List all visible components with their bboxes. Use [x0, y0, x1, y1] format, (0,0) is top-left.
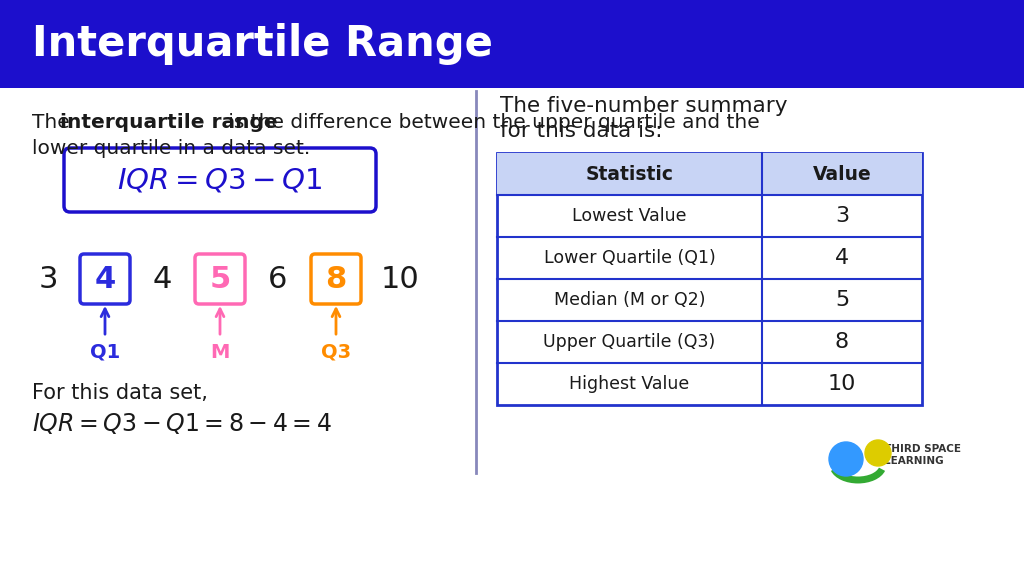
Text: 4: 4: [153, 264, 172, 293]
Text: The five-number summary: The five-number summary: [500, 96, 787, 116]
Circle shape: [829, 442, 863, 476]
Text: 10: 10: [381, 264, 420, 293]
FancyBboxPatch shape: [0, 0, 1024, 88]
FancyBboxPatch shape: [497, 153, 922, 195]
Text: THIRD SPACE: THIRD SPACE: [884, 444, 961, 454]
Text: lower quartile in a data set.: lower quartile in a data set.: [32, 138, 310, 157]
Text: for this data is:: for this data is:: [500, 121, 663, 141]
Text: 10: 10: [827, 374, 856, 394]
FancyBboxPatch shape: [63, 148, 376, 212]
Text: 8: 8: [326, 264, 347, 293]
Circle shape: [865, 440, 891, 466]
Text: interquartile range: interquartile range: [60, 113, 278, 132]
Text: 3: 3: [38, 264, 57, 293]
Text: For this data set,: For this data set,: [32, 383, 208, 403]
Text: LEARNING: LEARNING: [884, 456, 944, 466]
Text: Median (M or Q2): Median (M or Q2): [554, 291, 706, 309]
FancyBboxPatch shape: [195, 254, 245, 304]
Text: $IQR = Q3 - Q1 = 8 - 4 = 4$: $IQR = Q3 - Q1 = 8 - 4 = 4$: [32, 411, 332, 436]
Text: 3: 3: [835, 206, 849, 226]
Text: 4: 4: [835, 248, 849, 268]
Text: 6: 6: [268, 264, 288, 293]
Text: Lower Quartile (Q1): Lower Quartile (Q1): [544, 249, 716, 267]
Text: is the difference between the upper quartile and the: is the difference between the upper quar…: [222, 113, 760, 132]
Text: 4: 4: [94, 264, 116, 293]
Text: $IQR = Q3 - Q1$: $IQR = Q3 - Q1$: [117, 166, 323, 194]
FancyBboxPatch shape: [497, 153, 922, 405]
Text: Lowest Value: Lowest Value: [572, 207, 687, 225]
FancyBboxPatch shape: [311, 254, 361, 304]
Text: Value: Value: [813, 164, 871, 184]
Text: Upper Quartile (Q3): Upper Quartile (Q3): [544, 333, 716, 351]
Text: The: The: [32, 113, 76, 132]
FancyBboxPatch shape: [80, 254, 130, 304]
Text: M: M: [210, 343, 229, 362]
Text: Highest Value: Highest Value: [569, 375, 689, 393]
Text: 5: 5: [209, 264, 230, 293]
Text: 5: 5: [835, 290, 849, 310]
Text: Statistic: Statistic: [586, 164, 674, 184]
Text: 8: 8: [835, 332, 849, 352]
Text: Q1: Q1: [90, 343, 120, 362]
Text: Interquartile Range: Interquartile Range: [32, 23, 493, 65]
Text: Q3: Q3: [321, 343, 351, 362]
